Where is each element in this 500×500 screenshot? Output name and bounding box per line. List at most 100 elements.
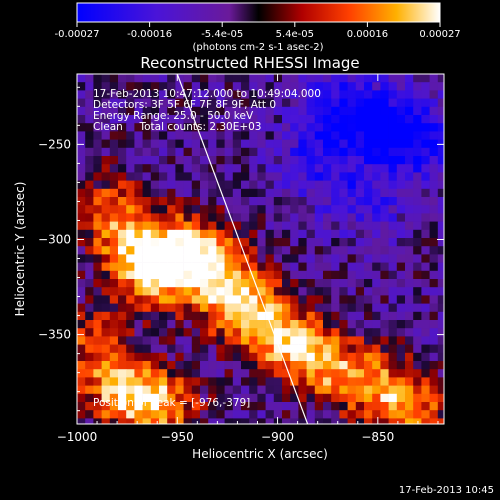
heatmap-cell [241,311,250,321]
heatmap-cell [364,311,373,321]
heatmap-cell [232,246,242,255]
heatmap-cell [183,303,193,313]
heatmap-cell [134,336,143,345]
heatmap-cell [183,197,193,206]
heatmap-cell [191,418,201,424]
heatmap-cell [224,279,234,288]
heatmap-cell [265,311,275,321]
heatmap-cell [134,410,143,419]
heatmap-cell [364,320,373,329]
heatmap-cell [208,418,217,424]
heatmap-cell [372,115,381,124]
heatmap-cell [101,270,111,280]
heatmap-cell [183,402,193,411]
heatmap-cell [224,352,234,362]
heatmap-cell [282,139,291,149]
heatmap-cell [347,180,357,190]
heatmap-cell [273,418,283,424]
heatmap-cell [429,213,439,222]
heatmap-cell [142,221,152,231]
heatmap-cell [396,352,406,362]
heatmap-cell [232,262,242,272]
heatmap-cell [257,320,266,329]
heatmap-cell [208,254,217,263]
heatmap-cell [183,287,193,296]
heatmap-cell [314,147,324,157]
heatmap-cell [159,221,168,231]
heatmap-cell [167,238,176,247]
heatmap-cell [241,131,250,140]
heatmap-cell [208,180,217,190]
heatmap-cell [183,361,193,370]
heatmap-cell [331,352,340,362]
heatmap-cell [159,270,168,280]
heatmap-cell [118,279,127,288]
heatmap-cell [85,336,94,345]
heatmap-cell [396,213,406,222]
heatmap-cell [208,172,217,181]
heatmap-cell [314,320,324,329]
heatmap-cell [421,311,430,321]
heatmap-cell [126,147,135,157]
heatmap-cell [273,254,283,263]
heatmap-cell [413,320,422,329]
heatmap-cell [159,147,168,157]
heatmap-cell [396,156,406,165]
heatmap-cell [437,98,444,108]
heatmap-cell [306,279,316,288]
heatmap-cell [437,402,444,411]
heatmap-cell [224,131,234,140]
heatmap-cell [93,270,102,280]
heatmap-cell [118,287,127,296]
heatmap-cell [200,238,209,247]
heatmap-cell [265,229,275,239]
heatmap-cell [429,98,439,108]
heatmap-cell [331,303,340,313]
heatmap-cell [339,369,348,378]
heatmap-cell [208,320,217,329]
heatmap-cell [101,369,111,378]
heatmap-cell [85,131,94,140]
heatmap-cell [364,147,373,157]
heatmap-cell [339,98,348,108]
heatmap-cell [167,410,176,419]
heatmap-cell [298,377,307,386]
heatmap-cell [142,320,152,329]
heatmap-cell [355,213,365,222]
heatmap-cell [314,98,324,108]
heatmap-cell [249,115,258,124]
heatmap-cell [437,311,444,321]
heatmap-cell [437,287,444,296]
heatmap-cell [388,213,398,222]
heatmap-cell [282,180,291,190]
heatmap-cell [388,279,398,288]
heatmap-cell [118,320,127,329]
heatmap-cell [364,352,373,362]
heatmap-cell [413,131,422,140]
heatmap-cell [142,115,152,124]
heatmap-cell [413,369,422,378]
heatmap-cell [257,238,266,247]
heatmap-cell [314,402,324,411]
heatmap-cell [101,106,111,116]
heatmap-cell [109,393,119,403]
heatmap-cell [413,106,422,116]
heatmap-cell [232,74,242,83]
heatmap-cell [282,393,291,403]
heatmap-cell [167,270,176,280]
heatmap-cell [429,402,439,411]
heatmap-cell [142,303,152,313]
heatmap-cell [355,410,365,419]
heatmap-cell [109,410,119,419]
heatmap-cell [437,410,444,419]
heatmap-cell [396,139,406,149]
heatmap-cell [175,303,184,313]
heatmap-cell [339,123,348,132]
heatmap-cell [405,402,414,411]
heatmap-cell [191,385,201,395]
heatmap-cell [273,270,283,280]
heatmap-cell [265,205,275,214]
heatmap-cell [134,418,143,424]
heatmap-cell [232,295,242,304]
heatmap-cell [118,303,127,313]
